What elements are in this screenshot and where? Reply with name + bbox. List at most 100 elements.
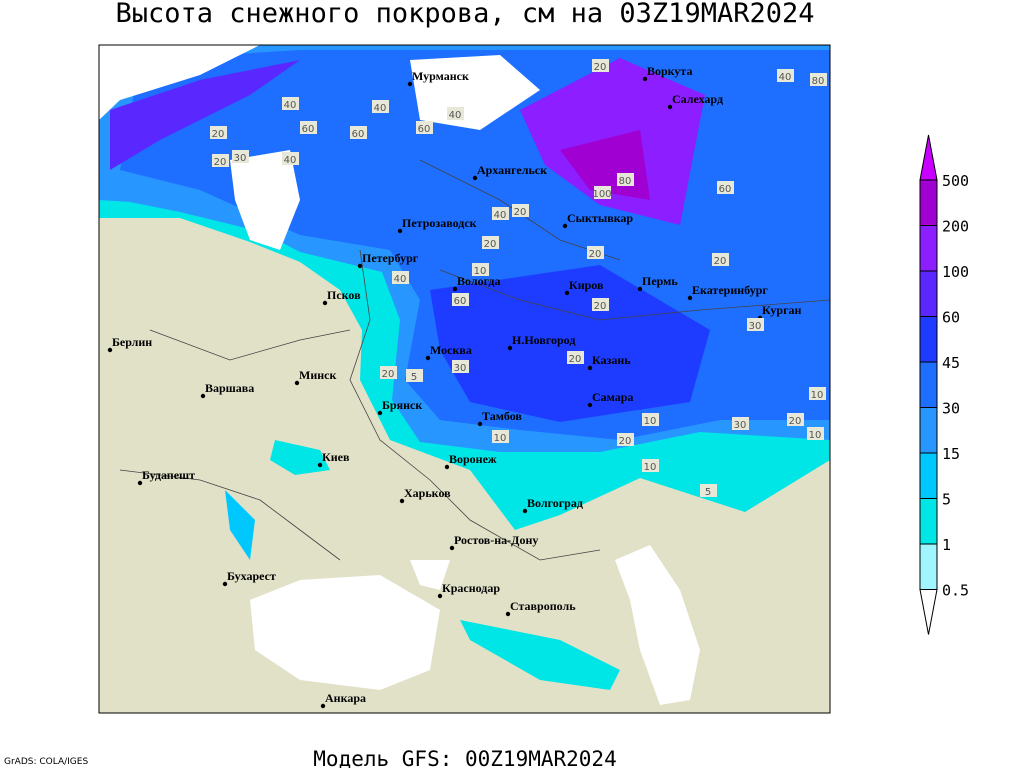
city-label: Воркута: [647, 64, 692, 78]
city-dot: [472, 175, 478, 181]
city-dot: [587, 365, 593, 371]
city-label: Брянск: [382, 398, 422, 412]
contour-label: 80: [619, 176, 632, 187]
map: [99, 45, 830, 713]
contour-label: 60: [418, 124, 431, 135]
city-dot: [477, 421, 483, 427]
city-dot: [687, 295, 693, 301]
city-label: Петрозаводск: [402, 216, 477, 230]
city-dot: [357, 263, 363, 269]
city-label: Екатеринбург: [692, 283, 768, 297]
contour-label-bg: [282, 97, 299, 110]
city-label: Бухарест: [227, 569, 276, 583]
contour-label: 20: [619, 436, 632, 447]
contour-label: 5: [411, 372, 417, 383]
contour-label: 20: [789, 416, 802, 427]
city-dot: [642, 76, 648, 82]
contour-label: 60: [719, 184, 732, 195]
city-dot: [587, 402, 593, 408]
legend-label: 100: [942, 263, 969, 281]
legend-top: [919, 134, 938, 181]
contour-label: 40: [449, 110, 462, 121]
legend-label: 5: [942, 491, 951, 509]
city-label: Берлин: [112, 335, 152, 349]
contour-label: 10: [809, 430, 822, 441]
city-label: Самара: [592, 390, 633, 404]
contour-label-bg: [712, 253, 729, 266]
city-dot: [377, 410, 383, 416]
contour-label: 60: [352, 129, 365, 140]
legend-band: [919, 225, 938, 272]
city-dot: [522, 508, 528, 514]
contour-label-bg: [617, 433, 634, 446]
contour-label: 20: [212, 129, 225, 140]
city-label: Волгоград: [527, 496, 583, 510]
contour-label-bg: [732, 417, 749, 430]
contour-label: 5: [705, 487, 711, 498]
city-label: Тамбов: [482, 409, 522, 423]
contour-label-bg: [212, 154, 229, 167]
contour-label-bg: [642, 459, 659, 472]
city-label: Салехард: [672, 92, 723, 106]
contour-label: 20: [589, 249, 602, 260]
city-label: Киров: [569, 278, 604, 292]
contour-label: 40: [394, 274, 407, 285]
city-dot: [637, 286, 643, 292]
contour-label: 30: [454, 363, 467, 374]
contour-label: 60: [454, 296, 467, 307]
city-dot: [320, 703, 326, 709]
contour-label-bg: [587, 246, 604, 259]
contour-label: 20: [484, 239, 497, 250]
city-label: Будапешт: [142, 468, 195, 482]
contour-label-bg: [380, 366, 397, 379]
city-dot: [444, 464, 450, 470]
city-dot: [449, 545, 455, 551]
legend-label: 45: [942, 354, 960, 372]
contour-label-bg: [642, 413, 659, 426]
contour-label-bg: [777, 69, 794, 82]
title: Высота снежного покрова, см на 03Z19MAR2…: [116, 0, 815, 29]
contour-label-bg: [787, 413, 804, 426]
contour-label-bg: [810, 73, 827, 86]
contour-label: 10: [474, 266, 487, 277]
contour-label: 20: [382, 369, 395, 380]
city-label: Петербург: [362, 251, 419, 265]
city-label: Курган: [762, 303, 802, 317]
city-label: Варшава: [205, 381, 254, 395]
contour-label: 10: [644, 416, 657, 427]
contour-label: 10: [494, 433, 507, 444]
city-label: Вологда: [457, 274, 501, 288]
legend-label: 0.5: [942, 582, 969, 600]
contour-label: 20: [594, 301, 607, 312]
city-dot: [397, 228, 403, 234]
contour-label-bg: [809, 387, 826, 400]
city-dot: [200, 393, 206, 399]
legend-band: [919, 407, 938, 454]
city-dot: [294, 380, 300, 386]
city-dot: [562, 223, 568, 229]
city-label: Минск: [299, 368, 336, 382]
credit: GrADS: COLA/IGES: [4, 757, 88, 767]
legend-label: 30: [942, 400, 960, 418]
contour-label-bg: [492, 207, 509, 220]
contour-label: 40: [374, 103, 387, 114]
city-dot: [505, 611, 511, 617]
contour-label-bg: [807, 427, 824, 440]
contour-label-bg: [416, 121, 433, 134]
contour-label-bg: [512, 204, 529, 217]
legend-label: 200: [942, 218, 969, 236]
legend-band: [919, 498, 938, 545]
city-label: Воронеж: [449, 452, 497, 466]
legend-label: 60: [942, 309, 960, 327]
legend-band: [919, 179, 938, 226]
city-dot: [667, 104, 673, 110]
contour-label-bg: [717, 181, 734, 194]
contour-label-bg: [700, 484, 717, 497]
city-dot: [317, 462, 323, 468]
contour-label: 30: [234, 153, 247, 164]
contour-label: 40: [494, 210, 507, 221]
city-dot: [407, 81, 413, 87]
city-dot: [107, 347, 113, 353]
contour-label: 30: [749, 321, 762, 332]
